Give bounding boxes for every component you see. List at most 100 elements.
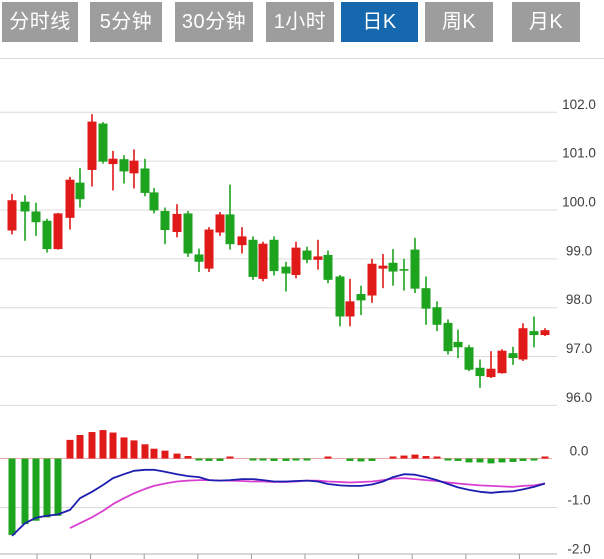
candle-body — [399, 269, 409, 271]
macd-histogram-bar — [195, 458, 203, 461]
macd-histogram-bar — [120, 437, 128, 459]
candle-wick — [317, 239, 319, 270]
macd-histogram-bar — [76, 434, 84, 459]
candle-body — [183, 213, 193, 254]
candle-body — [508, 353, 518, 359]
macd-histogram-bar — [303, 458, 311, 461]
candle-body — [65, 179, 75, 218]
macd-histogram-bar — [357, 458, 365, 462]
macd-histogram-bar — [99, 430, 107, 459]
macd-axis-label: -1.0 — [567, 493, 590, 508]
period-tab-bar: 分时线 5分钟 30分钟 1小时 日K 周K 月K — [0, 0, 604, 58]
price-axis-label: 96.0 — [566, 390, 592, 405]
candle-body — [53, 213, 63, 250]
candle-body — [194, 254, 204, 262]
candle-body — [356, 294, 366, 301]
candle-body — [258, 243, 268, 279]
candle-body — [87, 121, 97, 170]
macd-histogram-bar — [88, 432, 96, 459]
candle-body — [291, 247, 301, 275]
macd-histogram-bar — [541, 456, 549, 459]
candle-body — [160, 210, 170, 231]
macd-histogram-bar — [249, 458, 257, 461]
candle-body — [119, 159, 129, 172]
candle-body — [281, 266, 291, 274]
macd-histogram-bar — [509, 458, 517, 462]
macd-histogram-bar — [259, 458, 267, 461]
candle-wick — [112, 150, 114, 191]
macd-histogram-bar — [184, 456, 192, 459]
candle-body — [215, 214, 225, 233]
tab-1hour[interactable]: 1小时 — [266, 2, 334, 42]
tab-daily-active[interactable]: 日K — [341, 2, 418, 42]
macd-histogram-bar — [282, 458, 290, 461]
macd-histogram-bar — [32, 458, 40, 521]
candle-body — [20, 201, 30, 212]
candle-body — [149, 192, 159, 211]
dif-line — [11, 468, 546, 537]
candle-body — [172, 213, 182, 232]
candle-body — [529, 331, 539, 336]
candle-wick — [24, 195, 26, 241]
macd-histogram-bar — [465, 458, 473, 463]
candle-body — [140, 168, 150, 193]
candle-body — [421, 288, 431, 309]
candle-body — [464, 347, 474, 370]
macd-histogram-bar — [150, 448, 158, 459]
price-axis-label: 100.0 — [562, 195, 596, 210]
macd-histogram-bar — [8, 458, 16, 535]
tab-5min[interactable]: 5分钟 — [90, 2, 162, 42]
candle-body — [345, 301, 355, 317]
macd-histogram-bar — [519, 458, 527, 461]
macd-histogram-bar — [422, 456, 430, 459]
candle-body — [302, 250, 312, 260]
candle-body — [367, 263, 377, 296]
macd-histogram-bar — [54, 458, 62, 516]
macd-histogram-bar — [498, 458, 506, 463]
candle-body — [443, 322, 453, 352]
candle-body — [432, 307, 442, 325]
macd-histogram-bar — [324, 456, 332, 459]
candle-body — [388, 262, 398, 272]
macd-histogram-bar — [368, 458, 376, 461]
tab-monthly[interactable]: 月K — [512, 2, 580, 42]
tab-weekly[interactable]: 周K — [425, 2, 493, 42]
candle-body — [475, 367, 485, 377]
macd-histogram-bar — [476, 458, 484, 463]
candle-body — [313, 256, 323, 260]
candle-body — [518, 328, 528, 360]
candle-body — [269, 239, 279, 272]
macd-histogram-bar — [226, 456, 234, 459]
macd-histogram-bar — [43, 458, 51, 518]
price-axis-label: 97.0 — [566, 341, 592, 356]
candle-body — [225, 214, 235, 245]
candle-body — [378, 265, 388, 269]
candle-body — [410, 249, 420, 289]
macd-histogram-bar — [389, 456, 397, 459]
macd-histogram-bar — [433, 456, 441, 459]
candle-body — [204, 229, 214, 269]
macd-histogram-bar — [270, 458, 278, 461]
dea-line — [69, 477, 546, 529]
price-axis-label: 102.0 — [562, 97, 596, 112]
candle-body — [453, 341, 463, 348]
macd-axis-label: -2.0 — [567, 542, 590, 557]
candle-body — [75, 182, 85, 200]
tab-time-line[interactable]: 分时线 — [2, 2, 78, 42]
macd-histogram-bar — [216, 458, 224, 461]
candle-body — [335, 276, 345, 317]
macd-histogram-bar — [487, 458, 495, 464]
price-axis-label: 99.0 — [566, 243, 592, 258]
macd-histogram-bar — [292, 458, 300, 461]
candle-wick — [403, 258, 405, 291]
macd-axis-label: 0.0 — [570, 444, 589, 459]
tab-30min[interactable]: 30分钟 — [175, 2, 253, 42]
macd-histogram-bar — [130, 440, 138, 459]
macd-histogram-bar — [173, 453, 181, 459]
candle-body — [248, 239, 258, 277]
macd-histogram-bar — [21, 458, 29, 525]
candle-body — [129, 160, 139, 174]
